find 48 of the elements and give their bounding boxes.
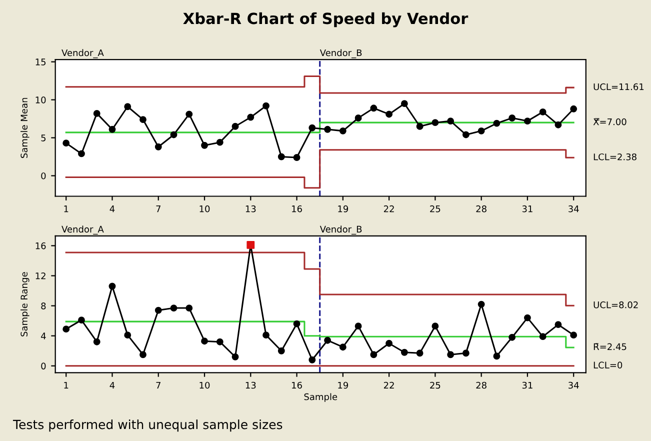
x-tick-label: 4 — [110, 206, 115, 212]
x-tick-label: 7 — [156, 206, 160, 212]
x-tick-label: 19 — [338, 382, 348, 389]
x-tick-label: 13 — [246, 205, 256, 212]
x-tick-label: 28 — [476, 382, 486, 389]
x-tick-label: 22 — [384, 205, 394, 212]
text: UCL=8.02 — [594, 301, 638, 308]
x-tick-label: 28 — [476, 205, 486, 212]
y-tick-label: 15 — [36, 58, 46, 66]
x-tick-label: 10 — [200, 382, 210, 389]
text: LCL=0 — [594, 362, 622, 369]
y-tick-label: 16 — [36, 242, 46, 250]
x-tick-label: 16 — [292, 382, 302, 389]
text: Tests performed with unequal sample sizes — [12, 420, 282, 432]
x-tick-label: 13 — [246, 382, 256, 389]
x-tick-label: 16 — [292, 205, 302, 212]
x-tick-label: 22 — [384, 382, 394, 389]
y-tick-label: 5 — [41, 134, 46, 142]
x-tick-label: 19 — [338, 205, 348, 212]
chart-title: Xbar-R Chart of Speed by Vendor — [183, 12, 468, 28]
x-tick-label: 31 — [522, 382, 532, 389]
x-tick-label: 31 — [522, 205, 532, 212]
x-axis-title: Sample — [304, 393, 338, 402]
text: UCL=11.61 — [594, 83, 644, 90]
text: LCL=2.38 — [594, 153, 636, 160]
y-tick-label: 12 — [36, 272, 46, 280]
text: Vendor_B — [320, 49, 362, 58]
x-tick-label: 34 — [568, 382, 579, 389]
text: Vendor_B — [320, 226, 362, 235]
x-tick-label: 7 — [156, 382, 160, 389]
text: Vendor_A — [62, 49, 104, 58]
x-tick-label: 25 — [430, 205, 440, 212]
text: X̿=7.00 — [593, 118, 626, 126]
x-tick-label: 10 — [200, 205, 210, 212]
y-tick-label: 4 — [41, 332, 46, 340]
y-tick-label: 0 — [41, 362, 46, 370]
x-tick-label: 1 — [64, 382, 68, 389]
y-axis-title: Sample Range — [20, 272, 30, 336]
y-tick-label: 10 — [36, 96, 46, 104]
x-tick-label: 1 — [64, 206, 68, 212]
y-axis-title: Sample Mean — [20, 98, 30, 158]
x-tick-label: 4 — [110, 382, 115, 389]
y-tick-label: 0 — [41, 172, 46, 180]
text: Vendor_A — [62, 226, 104, 235]
y-tick-label: 8 — [41, 302, 46, 310]
x-tick-label: 34 — [568, 205, 579, 212]
text: R̄=2.45 — [594, 343, 626, 350]
x-tick-label: 25 — [430, 382, 440, 389]
